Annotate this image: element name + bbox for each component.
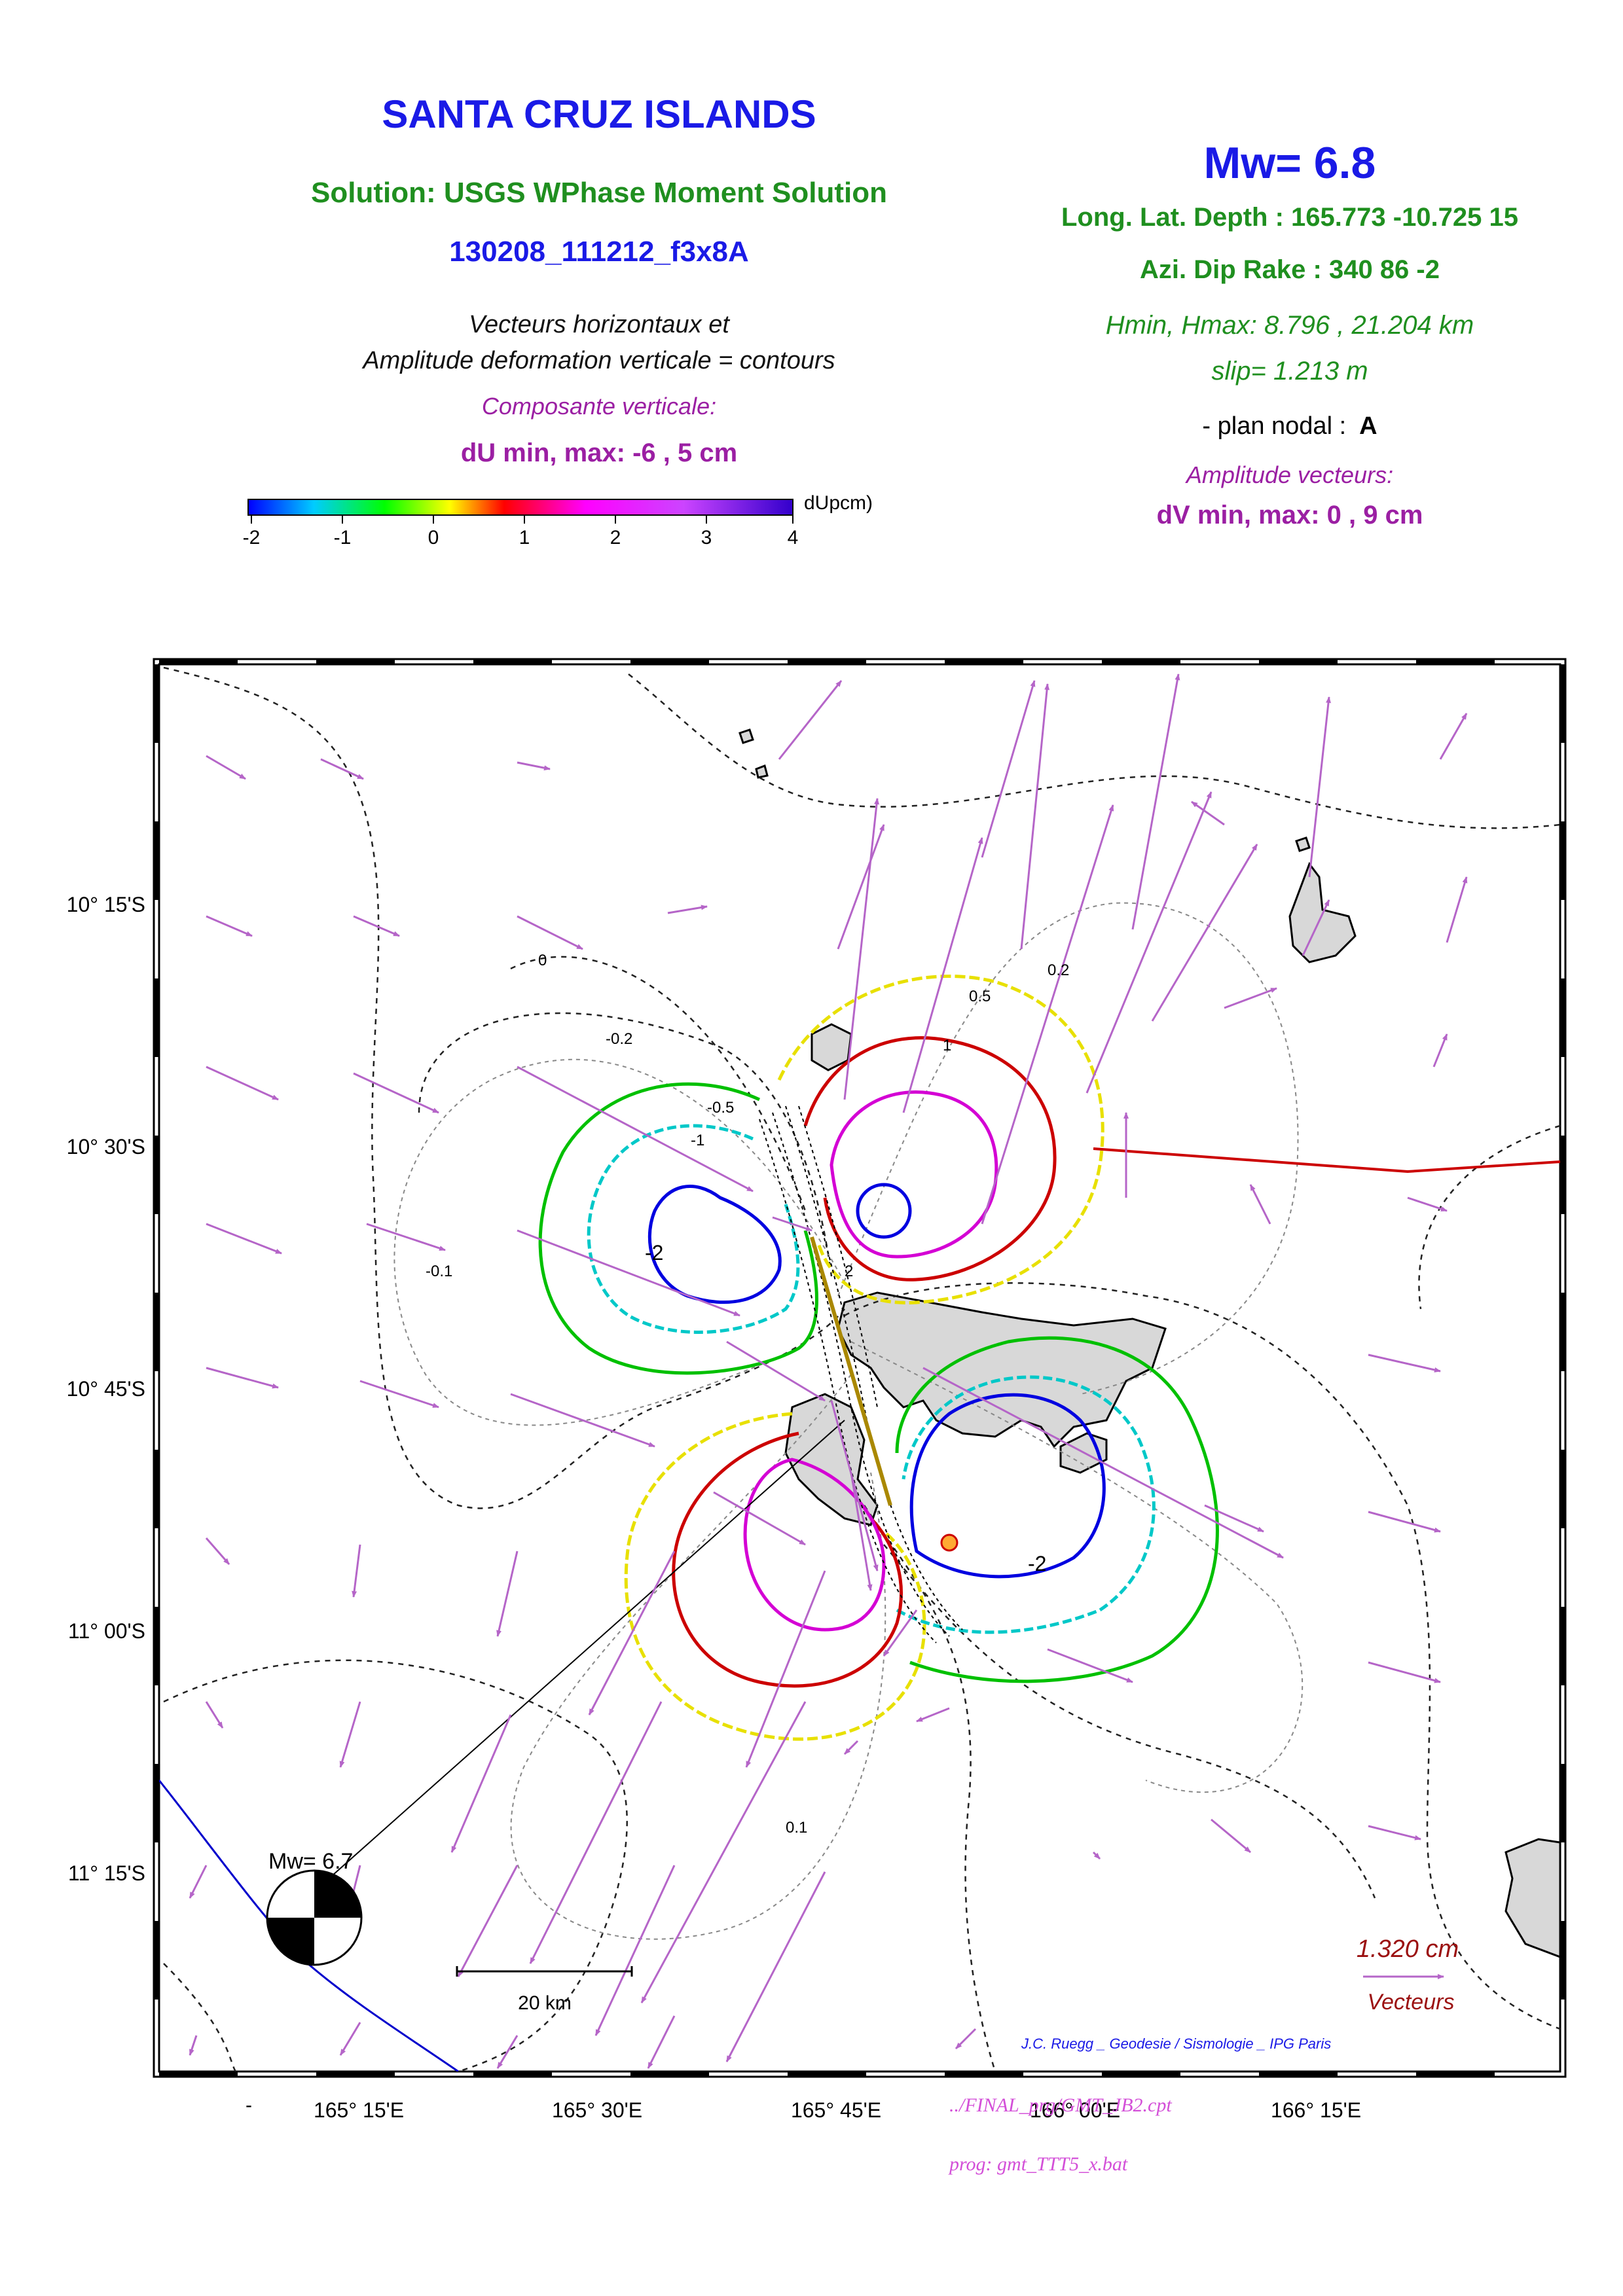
- contour-label: -0.1: [426, 1263, 452, 1280]
- contour-label: -1: [691, 1132, 704, 1149]
- colorbar-unit: dUpcm): [804, 492, 873, 514]
- colorbar-tick-mark: [615, 516, 616, 524]
- se-lobe-contours: [895, 1336, 1219, 1683]
- small-contours: [163, 666, 1560, 2072]
- islet: [739, 728, 754, 744]
- contour-1: [672, 1431, 903, 1688]
- contour-label: 0: [538, 952, 547, 969]
- contour-1: [803, 1036, 1057, 1282]
- lon-label: 165° 30'E: [552, 2098, 642, 2122]
- program-label: prog: gmt_TTT5_x.bat: [949, 2153, 1128, 2175]
- colorbar: [247, 499, 793, 516]
- vertical-component-label: Composante verticale:: [481, 393, 717, 420]
- lat-label: 10° 45'S: [67, 1377, 145, 1401]
- du-range: dU min, max: -6 , 5 cm: [460, 439, 738, 467]
- displacement-vectors: [189, 673, 1468, 2069]
- island-nendo: [837, 1291, 1167, 1448]
- vector-scale-value: 1.320 cm: [1357, 1935, 1459, 1963]
- epicenter-marker: [940, 1534, 958, 1552]
- colorbar-tick-mark: [342, 516, 343, 524]
- contour-label: 0.2: [1048, 961, 1069, 979]
- contour-minus-1: [896, 1375, 1156, 1634]
- contour-0-5: [777, 975, 1104, 1304]
- vectors-description-line1: Vecteurs horizontaux et: [469, 311, 729, 338]
- scale-bar: [456, 1966, 633, 1977]
- lat-label: 10° 30'S: [67, 1135, 145, 1158]
- contour-label: -2: [1028, 1552, 1046, 1575]
- colorbar-tick-label: -2: [242, 527, 261, 548]
- beachball: [266, 1869, 363, 1966]
- slip: slip= 1.213 m: [1211, 357, 1368, 386]
- colorbar-tick-label: 2: [610, 527, 621, 548]
- fault-trace: [810, 1236, 892, 1506]
- magnitude: Mw= 6.8: [1203, 138, 1376, 188]
- nodal-plane-label: - plan nodal :: [1202, 412, 1347, 440]
- contour-0-5: [624, 1412, 926, 1741]
- colorbar-tick-mark: [792, 516, 793, 524]
- footer-dash: -: [246, 2094, 252, 2116]
- contour-label: 1: [943, 1037, 951, 1054]
- lat-label: 11° 00'S: [68, 1619, 145, 1643]
- cpt-file-label: ../FINAL_prg/GMT_JB2.cpt: [949, 2094, 1172, 2116]
- nodal-plane: - plan nodal : A: [1202, 412, 1377, 440]
- contour-2: [743, 1458, 886, 1632]
- islet: [755, 764, 769, 779]
- dv-range: dV min, max: 0 , 9 cm: [1156, 501, 1423, 529]
- lon-label: 166° 15'E: [1271, 2098, 1361, 2122]
- colorbar-tick-label: 1: [519, 527, 530, 548]
- sw-lobe-contours: [624, 1412, 926, 1741]
- lat-label: 10° 15'S: [67, 893, 145, 916]
- vector-amplitude-label: Amplitude vecteurs:: [1186, 461, 1394, 488]
- event-id: 130208_111212_f3x8A: [449, 236, 749, 268]
- credit-text: J.C. Ruegg _ Geodesie / Sismologie _ IPG…: [1021, 2036, 1331, 2052]
- contour-label: 2: [845, 1263, 853, 1280]
- beachball-leader: [314, 1420, 845, 1892]
- contour-3: [856, 1183, 912, 1239]
- lon-label: 165° 15'E: [314, 2098, 404, 2122]
- contour-label: -2: [645, 1241, 663, 1265]
- minor-contours: [393, 902, 1304, 1940]
- scale-bar-label: 20 km: [518, 1992, 572, 2014]
- islet: [1295, 836, 1311, 852]
- colorbar-tick-mark: [433, 516, 434, 524]
- long-lat-depth: Long. Lat. Depth : 165.773 -10.725 15: [1061, 203, 1519, 232]
- vector-scale-label: Vecteurs: [1368, 1990, 1455, 2015]
- colorbar-tick-mark: [706, 516, 707, 524]
- colorbar-tick-label: -1: [333, 527, 352, 548]
- contour-minus-0-5: [895, 1336, 1219, 1683]
- beachball-label: Mw= 6.7: [268, 1849, 353, 1874]
- red-line: [1093, 1147, 1560, 1174]
- contour-label: -0.5: [707, 1099, 734, 1117]
- contour-minus-0-5: [538, 1082, 818, 1375]
- nodal-plane-value: A: [1359, 412, 1377, 440]
- contour-label: 0.1: [786, 1819, 807, 1837]
- azi-dip-rake: Azi. Dip Rake : 340 86 -2: [1140, 255, 1440, 284]
- colorbar-tick-label: 0: [428, 527, 439, 548]
- vectors-description-line2: Amplitude deformation verticale = contou…: [363, 347, 835, 374]
- contour-minus-2: [909, 1393, 1106, 1579]
- hmin-hmax: Hmin, Hmax: 8.796 , 21.204 km: [1105, 311, 1474, 340]
- colorbar-tick-mark: [524, 516, 525, 524]
- colorbar-tick-label: 4: [787, 527, 799, 548]
- solution-label: Solution: USGS WPhase Moment Solution: [311, 177, 887, 209]
- lat-label: 11° 15'S: [68, 1861, 145, 1885]
- map-frame: [153, 658, 1567, 2078]
- map-title: SANTA CRUZ ISLANDS: [382, 92, 816, 136]
- contour-label: -0.2: [606, 1030, 632, 1048]
- colorbar-tick-label: 3: [701, 527, 712, 548]
- colorbar-tick-mark: [251, 516, 252, 524]
- lon-label: 166° 00'E: [1030, 2098, 1120, 2122]
- near-fault-contours: [759, 1105, 963, 1643]
- island-reef-east: [1504, 1838, 1560, 1958]
- lon-label: 165° 45'E: [791, 2098, 881, 2122]
- contour-label: 0.5: [969, 988, 991, 1005]
